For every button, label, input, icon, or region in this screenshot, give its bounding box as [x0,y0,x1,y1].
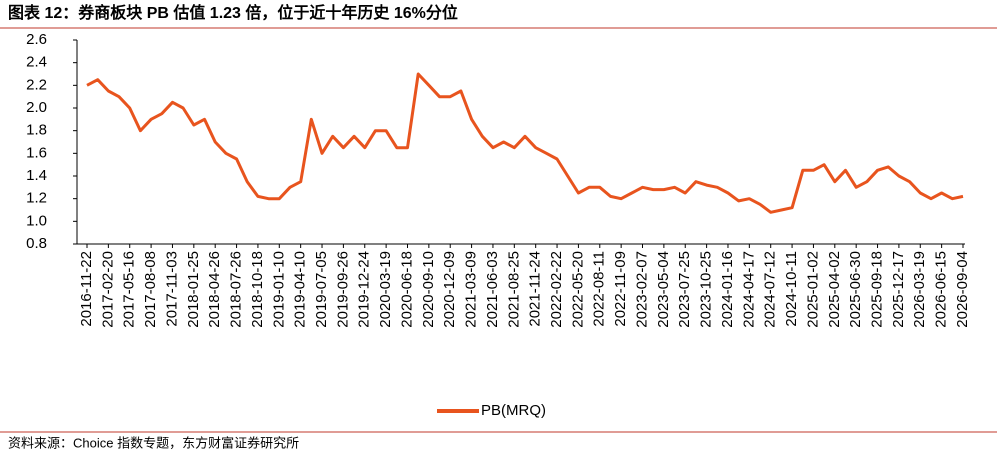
y-tick-label: 1.6 [26,144,47,161]
x-tick-label: 2024-07-12 [762,251,779,328]
legend-label: PB(MRQ) [481,402,546,419]
x-tick-label: 2016-11-22 [78,251,95,327]
x-tick-label: 2019-01-10 [270,251,287,328]
x-tick-label: 2019-07-05 [313,251,330,328]
x-tick-label: 2025-04-02 [826,251,843,328]
x-tick-label: 2022-11-09 [612,251,629,327]
x-tick-label: 2018-04-26 [206,251,223,328]
x-tick-label: 2020-12-09 [441,251,458,328]
y-tick-label: 2.0 [26,99,47,116]
source: 资料来源：Choice 指数专题，东方财富证券研究所 [8,435,299,450]
x-tick-label: 2019-09-26 [334,251,351,328]
x-tick-label: 2020-09-10 [420,251,437,328]
x-tick-label: 2021-11-24 [527,251,544,327]
x-tick-label: 2018-01-25 [185,251,202,328]
x-tick-label: 2017-05-16 [121,251,138,328]
x-tick-label: 2023-05-04 [655,251,672,328]
x-tick-label: 2020-03-19 [377,251,394,328]
x-tick-label: 2024-10-11 [783,251,800,327]
x-tick-label: 2018-07-26 [228,251,245,328]
x-tick-label: 2019-12-24 [356,251,373,328]
x-tick-label: 2022-05-20 [569,251,586,328]
chart-title: 图表 12：券商板块 PB 估值 1.23 倍，位于近十年历史 16%分位 [8,3,458,22]
x-tick-label: 2025-12-17 [890,251,907,328]
x-tick-label: 2024-01-16 [719,251,736,328]
x-tick-label: 2025-01-02 [804,251,821,328]
x-tick-label: 2026-03-19 [911,251,928,328]
y-tick-label: 1.4 [26,167,47,184]
x-tick-label: 2020-06-18 [398,251,415,328]
x-tick-label: 2021-08-25 [505,251,522,328]
x-tick-label: 2021-03-09 [463,251,480,328]
x-tick-label: 2026-06-15 [933,251,950,328]
y-tick-label: 0.8 [26,235,47,252]
x-tick-label: 2017-02-20 [99,251,116,328]
x-tick-label: 2018-10-18 [249,251,266,328]
y-tick-label: 2.4 [26,54,47,71]
x-tick-label: 2021-06-03 [484,251,501,328]
x-tick-label: 2024-04-17 [740,251,757,328]
x-tick-label: 2025-09-18 [869,251,886,328]
x-tick-label: 2023-10-25 [698,251,715,328]
x-tick-label: 2023-07-25 [676,251,693,328]
x-tick-label: 2019-04-10 [292,251,309,328]
y-tick-label: 2.2 [26,76,47,93]
y-tick-label: 1.0 [26,212,47,229]
x-tick-label: 2023-02-07 [633,251,650,328]
line-series [86,72,964,214]
x-tick-label: 2017-08-08 [142,251,159,328]
x-tick-label: 2025-06-30 [847,251,864,328]
x-tick-label: 2022-08-11 [591,251,608,327]
x-tick-label: 2022-02-22 [548,251,565,328]
x-tick-label: 2026-09-04 [954,251,971,328]
y-tick-label: 2.6 [26,31,47,48]
x-tick-label: 2017-11-03 [163,251,180,327]
y-tick-label: 1.8 [26,122,47,139]
y-tick-label: 1.2 [26,190,47,207]
